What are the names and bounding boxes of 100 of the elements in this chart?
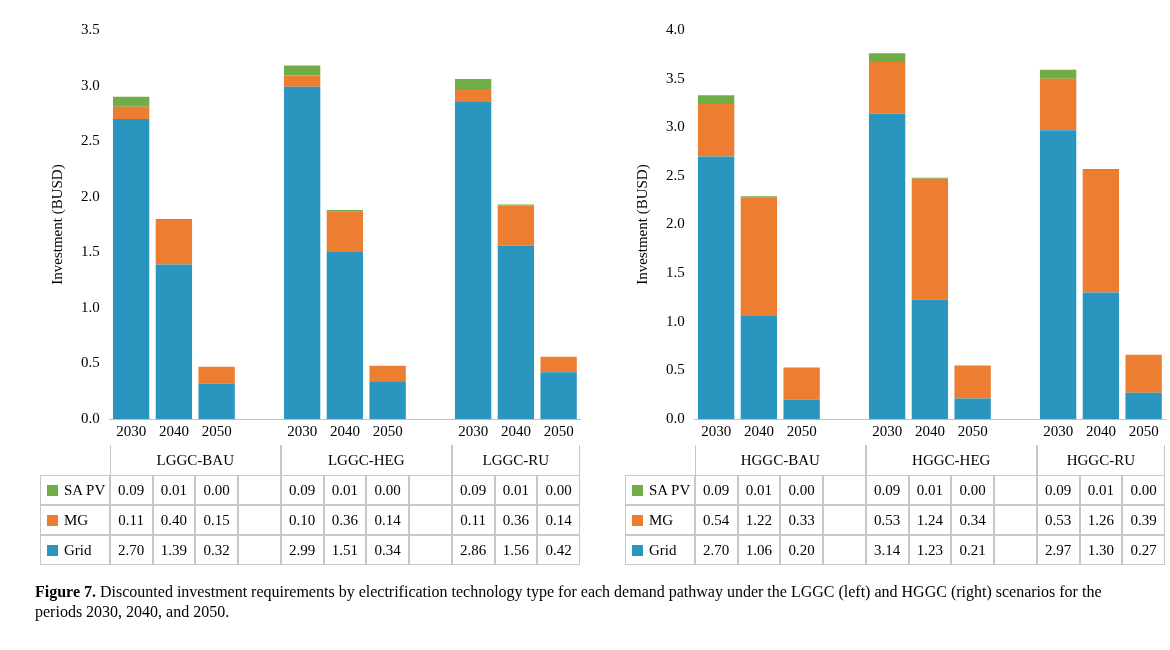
text: LGGC-RU <box>451 445 580 475</box>
bar <box>283 86 321 419</box>
y-axis-title: Investment (BUSD) <box>633 164 651 285</box>
text: LGGC-HEG <box>280 445 452 475</box>
bar <box>198 383 235 419</box>
y-tick-label: 3.5 <box>81 20 100 37</box>
x-tick-label: 2050 <box>201 422 232 439</box>
bar <box>155 220 193 265</box>
x-tick-label: 2050 <box>957 422 988 439</box>
legend-label: SA PV <box>40 475 110 505</box>
y-tick-label: 4.0 <box>666 20 685 37</box>
data-label: 0.11 <box>451 505 495 535</box>
x-tick-label: 2040 <box>743 422 774 439</box>
legend-label: Grid <box>40 535 110 565</box>
data-label: 1.22 <box>737 505 781 535</box>
data-label: 0.01 <box>908 475 952 505</box>
data-label: 1.56 <box>494 535 538 565</box>
y-tick-label: 1.0 <box>666 312 685 329</box>
bar <box>497 245 535 419</box>
data-label: 0.01 <box>737 475 781 505</box>
data-label: 0.00 <box>366 475 409 505</box>
x-tick-label: 2030 <box>1043 422 1074 439</box>
bar <box>954 365 991 399</box>
bar <box>868 62 906 114</box>
data-label: 0.09 <box>280 475 324 505</box>
data-label: 0.27 <box>1122 535 1165 565</box>
data-label: 0.40 <box>152 505 196 535</box>
bar <box>911 178 949 300</box>
data-label: 1.23 <box>908 535 952 565</box>
data-label: 0.00 <box>537 475 580 505</box>
legend-label: Grid <box>625 535 695 565</box>
bar <box>155 264 193 419</box>
bar <box>740 197 778 316</box>
y-tick-label: 1.5 <box>666 264 685 281</box>
x-tick-label: 2050 <box>543 422 574 439</box>
data-label: 0.10 <box>280 505 324 535</box>
bar <box>326 251 364 419</box>
data-label: 0.33 <box>780 505 823 535</box>
x-tick-label: 2030 <box>872 422 903 439</box>
data-label: 0.01 <box>494 475 538 505</box>
data-label: 0.01 <box>1079 475 1123 505</box>
bar <box>454 88 492 102</box>
data-label: 1.06 <box>737 535 781 565</box>
bar <box>326 211 364 252</box>
data-label: 0.14 <box>366 505 409 535</box>
data-label: 0.32 <box>195 535 238 565</box>
data-label: 3.14 <box>865 535 909 565</box>
bar <box>954 398 991 419</box>
data-label: 2.97 <box>1036 535 1080 565</box>
data-label: 0.09 <box>451 475 495 505</box>
y-tick-label: 2.0 <box>666 215 685 232</box>
data-label: 1.51 <box>323 535 367 565</box>
bar <box>1125 392 1162 419</box>
text: HGGC-HEG <box>865 445 1037 475</box>
x-tick-label: 2030 <box>116 422 147 439</box>
bar <box>369 381 406 419</box>
bar <box>283 75 321 87</box>
x-tick-label: 2030 <box>458 422 489 439</box>
bar <box>497 205 535 246</box>
bar <box>868 113 906 419</box>
x-tick-label: 2040 <box>914 422 945 439</box>
data-label: 0.14 <box>537 505 580 535</box>
y-tick-label: 0.5 <box>666 361 685 378</box>
data-label: 0.09 <box>1036 475 1080 505</box>
y-tick-label: 3.0 <box>81 76 100 93</box>
data-label: 2.99 <box>280 535 324 565</box>
bar <box>911 299 949 419</box>
data-label: 0.53 <box>865 505 909 535</box>
data-label: 1.24 <box>908 505 952 535</box>
legend-label: SA PV <box>625 475 695 505</box>
data-label: 0.36 <box>494 505 538 535</box>
data-label: 0.34 <box>366 535 409 565</box>
data-label: 0.11 <box>109 505 153 535</box>
data-label: 0.09 <box>109 475 153 505</box>
data-label: 0.21 <box>951 535 994 565</box>
data-label: 0.09 <box>694 475 738 505</box>
text: HGGC-RU <box>1036 445 1165 475</box>
y-tick-label: 0.0 <box>81 409 100 426</box>
data-label: 1.26 <box>1079 505 1123 535</box>
data-label: 0.15 <box>195 505 238 535</box>
legend-label: MG <box>40 505 110 535</box>
bar <box>783 399 820 419</box>
bar <box>697 95 735 104</box>
data-label: 0.36 <box>323 505 367 535</box>
bar <box>740 315 778 419</box>
bar <box>1082 292 1120 419</box>
bar <box>697 156 735 419</box>
data-label: 0.00 <box>951 475 994 505</box>
x-tick-label: 2040 <box>500 422 531 439</box>
y-tick-label: 1.0 <box>81 298 100 315</box>
x-tick-label: 2040 <box>158 422 189 439</box>
bar <box>697 103 735 157</box>
data-label: 0.53 <box>1036 505 1080 535</box>
y-tick-label: 0.5 <box>81 354 100 371</box>
bar <box>1039 130 1077 419</box>
bar <box>540 372 577 419</box>
bar <box>1039 78 1077 131</box>
bar <box>198 366 235 384</box>
y-tick-label: 3.5 <box>666 69 685 86</box>
y-tick-label: 3.0 <box>666 118 685 135</box>
